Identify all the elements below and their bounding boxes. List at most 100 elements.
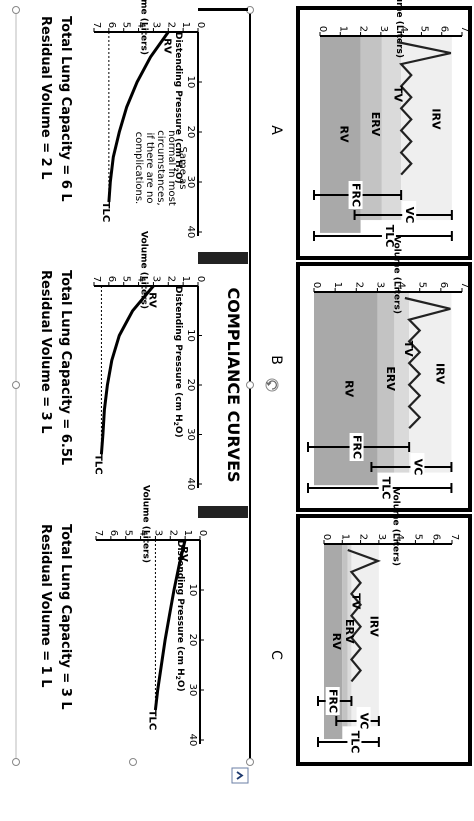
compliance-y-axis-title: Volume (Liters)	[139, 231, 149, 309]
bracket-label-tlc: TLC	[383, 225, 396, 248]
chevron-right-icon	[236, 771, 244, 780]
volume-zone-tv	[394, 292, 410, 473]
page-title: COMPLIANCE CURVES	[224, 287, 243, 482]
tlc-point-label: TLC	[92, 454, 103, 475]
rv-point-label: RV	[161, 38, 172, 54]
volume-tick-label: 2	[353, 282, 364, 288]
bracket-label-bg	[402, 201, 417, 229]
resize-handle-left[interactable]	[12, 381, 20, 389]
compliance-y-tick-label: 1	[180, 22, 191, 28]
compliance-x-tick-label: 40	[187, 734, 198, 747]
volume-tick-label: 3	[378, 26, 389, 32]
volume-zone-label-erv: ERV	[384, 366, 397, 391]
compliance-x-tick-label: 30	[187, 684, 198, 697]
compliance-y-tick-label: 7	[93, 530, 104, 536]
bracket-label-bg	[348, 181, 363, 209]
compliance-curve	[99, 285, 155, 455]
volume-zone-irv	[351, 544, 379, 727]
resize-handle-right[interactable]	[246, 381, 254, 389]
volume-tick-label: 7	[459, 26, 470, 32]
tlc-point-label: TLC	[146, 710, 157, 731]
compliance-y-axis-title: Volume (Liters)	[139, 0, 149, 55]
layout-options-button[interactable]	[231, 767, 249, 784]
compliance-x-tick-label: 10	[185, 329, 196, 342]
compliance-y-tick-label: 3	[150, 22, 161, 28]
volume-tick-label: 7	[459, 282, 470, 288]
resize-handle-bottom[interactable]	[129, 758, 137, 766]
compliance-y-tick-label: 0	[195, 276, 206, 282]
volume-panel-b: 0 1 2 3 4 5 6 7 Volume (Liters) RV ERV TV IRV FRC VC TL…	[307, 236, 470, 502]
volume-zone-label-rv: RV	[337, 125, 350, 142]
volume-tick-label: 0	[321, 534, 332, 540]
bracket-label-frc: FRC	[350, 183, 363, 207]
normal-note-line: Same as	[177, 147, 188, 190]
compliance-y-tick-label: 2	[165, 276, 176, 282]
volume-tick-label: 6	[438, 282, 449, 288]
resize-handle-top-left[interactable]	[12, 6, 20, 14]
volume-zone-label-tv: TV	[392, 86, 405, 103]
volume-tick-label: 1	[337, 26, 348, 32]
volume-tick-label: 4	[394, 534, 405, 540]
volume-tick-label: 2	[358, 26, 369, 32]
compliance-c-top-bar	[198, 506, 248, 518]
bracket-label-bg	[349, 433, 364, 461]
volume-zone-irv	[401, 36, 452, 221]
compliance-curve	[153, 539, 187, 711]
rotate-handle-icon[interactable]	[265, 378, 279, 392]
volume-axis-title: Volume (Liters)	[394, 0, 404, 58]
breathing-trace	[347, 548, 381, 683]
volume-tick-label: 4	[398, 26, 409, 32]
normal-note-line: complications.	[133, 132, 144, 204]
compliance-x-tick-label: 40	[185, 478, 196, 491]
total-lung-capacity-text: Total Lung Capacity = 6.5L	[58, 270, 73, 465]
volume-axis-title: Volume (Liters)	[391, 236, 401, 314]
volume-zone-label-tv: TV	[402, 341, 415, 358]
rv-point-label: RV	[146, 292, 157, 308]
volume-tick-label: 3	[374, 282, 385, 288]
volume-zone-label-irv: IRV	[368, 616, 381, 638]
volume-tick-label: 6	[431, 534, 442, 540]
volume-zone-tv	[381, 36, 402, 221]
compliance-y-tick-label: 3	[150, 276, 161, 282]
compliance-b-top-bar	[198, 252, 248, 264]
volume-zone-label-rv: RV	[330, 633, 343, 650]
compliance-y-tick-label: 6	[106, 22, 117, 28]
selection-frame[interactable]	[12, 6, 279, 766]
bracket-label-tlc: TLC	[348, 731, 361, 754]
compliance-y-tick-label: 1	[182, 530, 193, 536]
volume-section: 0 1 2 3 4 5 6 7 Volume (Liters) RV ERV TV IRV FRC VC TL…	[296, 0, 472, 766]
compliance-y-tick-label: 2	[165, 22, 176, 28]
volume-zone-label-irv: IRV	[434, 363, 447, 385]
bracket-label-bg	[325, 687, 340, 715]
compliance-y-tick-label: 4	[136, 22, 147, 28]
compliance-y-tick-label: 2	[167, 530, 178, 536]
compliance-x-axis-title: Distending Pressure (cm H2O)	[172, 286, 183, 438]
resize-handle-bottom-left[interactable]	[12, 758, 20, 766]
compliance-y-tick-label: 1	[180, 276, 191, 282]
residual-volume-text: Residual Volume = 2 L	[38, 16, 53, 180]
compliance-a-top-bar	[198, 8, 248, 11]
volume-tick-label: 5	[412, 534, 423, 540]
total-lung-capacity-text: Total Lung Capacity = 3 L	[58, 524, 73, 710]
volume-tick-label: 7	[449, 534, 460, 540]
volume-panel-c: 0 1 2 3 4 5 6 7 Volume (Liters) RV ERV TV IRV FRC VCTL…	[317, 488, 460, 756]
tlc-point-label: TLC	[100, 202, 111, 223]
resize-handle-bottom-right[interactable]	[246, 758, 254, 766]
compliance-y-tick-label: 5	[121, 22, 132, 28]
volume-tick-label: 3	[376, 534, 387, 540]
volume-zone-erv	[360, 36, 382, 221]
compliance-curve	[107, 31, 170, 203]
compliance-y-tick-label: 4	[138, 530, 149, 536]
bracket-label-vc: VC	[411, 459, 424, 476]
volume-tick-label: 2	[358, 534, 369, 540]
compliance-y-tick-label: 7	[91, 276, 102, 282]
compliance-y-tick-label: 6	[108, 530, 119, 536]
compliance-x-tick-label: 20	[185, 126, 196, 139]
bracket-label-bg	[410, 453, 425, 481]
compliance-y-tick-label: 5	[121, 276, 132, 282]
breathing-trace	[404, 296, 451, 429]
volume-panel-a: 0 1 2 3 4 5 6 7 Volume (Liters) RV ERV TV IRV FRC VC TL…	[313, 0, 470, 250]
